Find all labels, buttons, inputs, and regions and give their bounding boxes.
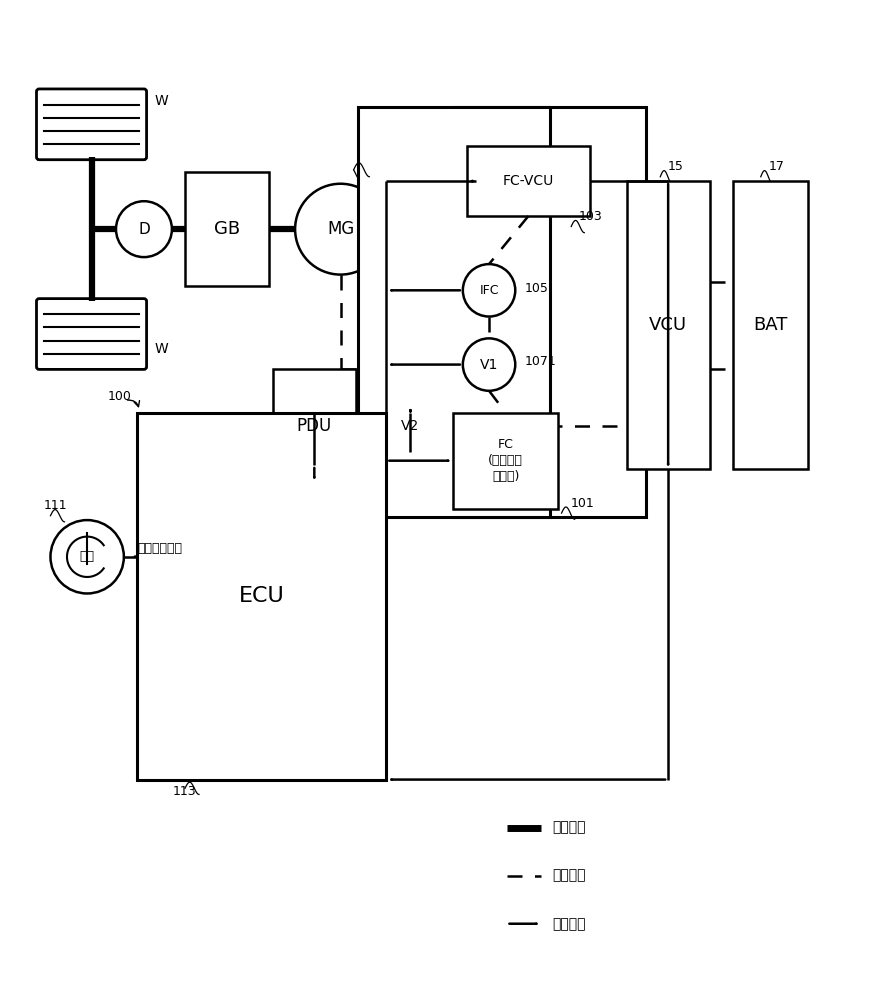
Text: PDU: PDU (296, 417, 332, 435)
Text: V2: V2 (401, 419, 420, 433)
Text: W: W (154, 94, 168, 108)
Text: 113: 113 (173, 785, 197, 798)
Text: VCU: VCU (649, 316, 687, 334)
Text: FC-VCU: FC-VCU (503, 174, 554, 188)
FancyBboxPatch shape (36, 89, 146, 160)
Text: 105: 105 (525, 282, 549, 295)
Bar (453, 413, 558, 509)
Text: GB: GB (214, 220, 240, 238)
Bar (358, 107, 550, 517)
FancyBboxPatch shape (36, 299, 146, 369)
Text: BAT: BAT (753, 316, 788, 334)
Text: 101: 101 (571, 497, 594, 510)
Circle shape (116, 201, 172, 257)
Text: 15: 15 (669, 160, 684, 173)
Bar (626, 181, 710, 469)
Text: 1072: 1072 (407, 378, 439, 391)
Text: 111: 111 (43, 499, 67, 512)
Bar (138, 413, 386, 780)
Bar (467, 146, 589, 216)
Circle shape (385, 400, 437, 452)
Bar (273, 369, 355, 483)
Text: 电源: 电源 (79, 550, 94, 563)
Text: D: D (138, 222, 150, 237)
Text: V1: V1 (480, 358, 498, 372)
Bar (733, 181, 808, 469)
Text: W: W (154, 342, 168, 356)
Text: ECU: ECU (239, 586, 285, 606)
Text: 机械连接: 机械连接 (552, 821, 586, 835)
Bar (454, 107, 647, 517)
Text: 11: 11 (371, 151, 387, 164)
Text: 控制信号: 控制信号 (552, 917, 586, 931)
Text: 100: 100 (108, 390, 131, 403)
Text: MG: MG (327, 220, 355, 238)
Text: 13: 13 (200, 469, 215, 482)
Circle shape (50, 520, 123, 593)
Text: 电力布线: 电力布线 (552, 869, 586, 883)
Text: 电源开关信号: 电源开关信号 (137, 542, 182, 555)
Text: IFC: IFC (479, 284, 499, 297)
Text: 1071: 1071 (525, 355, 557, 368)
Circle shape (463, 338, 515, 391)
Text: 17: 17 (768, 160, 784, 173)
Circle shape (295, 184, 386, 275)
Text: FC
(包括推及
氢气罐): FC (包括推及 氢气罐) (489, 438, 523, 483)
Text: 103: 103 (579, 210, 602, 223)
Bar (185, 172, 269, 286)
Circle shape (463, 264, 515, 317)
